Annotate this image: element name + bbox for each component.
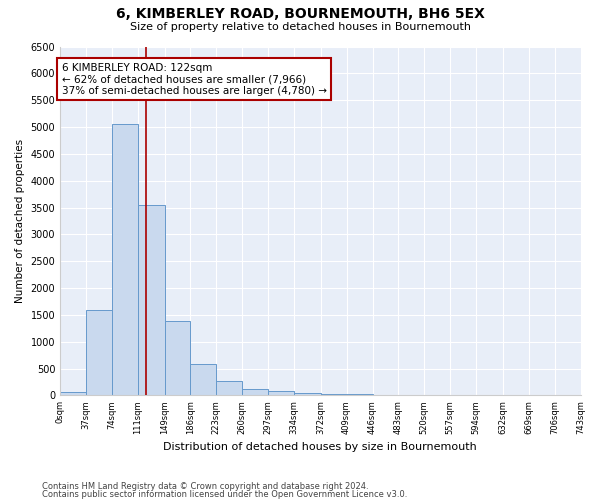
- Text: Contains HM Land Registry data © Crown copyright and database right 2024.: Contains HM Land Registry data © Crown c…: [42, 482, 368, 491]
- Bar: [294, 393, 320, 396]
- Bar: [217, 381, 242, 396]
- Bar: [138, 205, 164, 396]
- Text: 6 KIMBERLEY ROAD: 122sqm
← 62% of detached houses are smaller (7,966)
37% of sem: 6 KIMBERLEY ROAD: 122sqm ← 62% of detach…: [62, 62, 326, 96]
- Bar: [347, 394, 373, 396]
- Bar: [320, 394, 347, 396]
- Y-axis label: Number of detached properties: Number of detached properties: [15, 139, 25, 303]
- Bar: [268, 392, 294, 396]
- Bar: [190, 364, 217, 396]
- X-axis label: Distribution of detached houses by size in Bournemouth: Distribution of detached houses by size …: [163, 442, 477, 452]
- Bar: [86, 310, 112, 396]
- Text: 6, KIMBERLEY ROAD, BOURNEMOUTH, BH6 5EX: 6, KIMBERLEY ROAD, BOURNEMOUTH, BH6 5EX: [116, 8, 484, 22]
- Bar: [112, 124, 138, 396]
- Text: Contains public sector information licensed under the Open Government Licence v3: Contains public sector information licen…: [42, 490, 407, 499]
- Bar: [164, 322, 190, 396]
- Bar: [242, 389, 268, 396]
- Bar: [60, 392, 86, 396]
- Text: Size of property relative to detached houses in Bournemouth: Size of property relative to detached ho…: [130, 22, 470, 32]
